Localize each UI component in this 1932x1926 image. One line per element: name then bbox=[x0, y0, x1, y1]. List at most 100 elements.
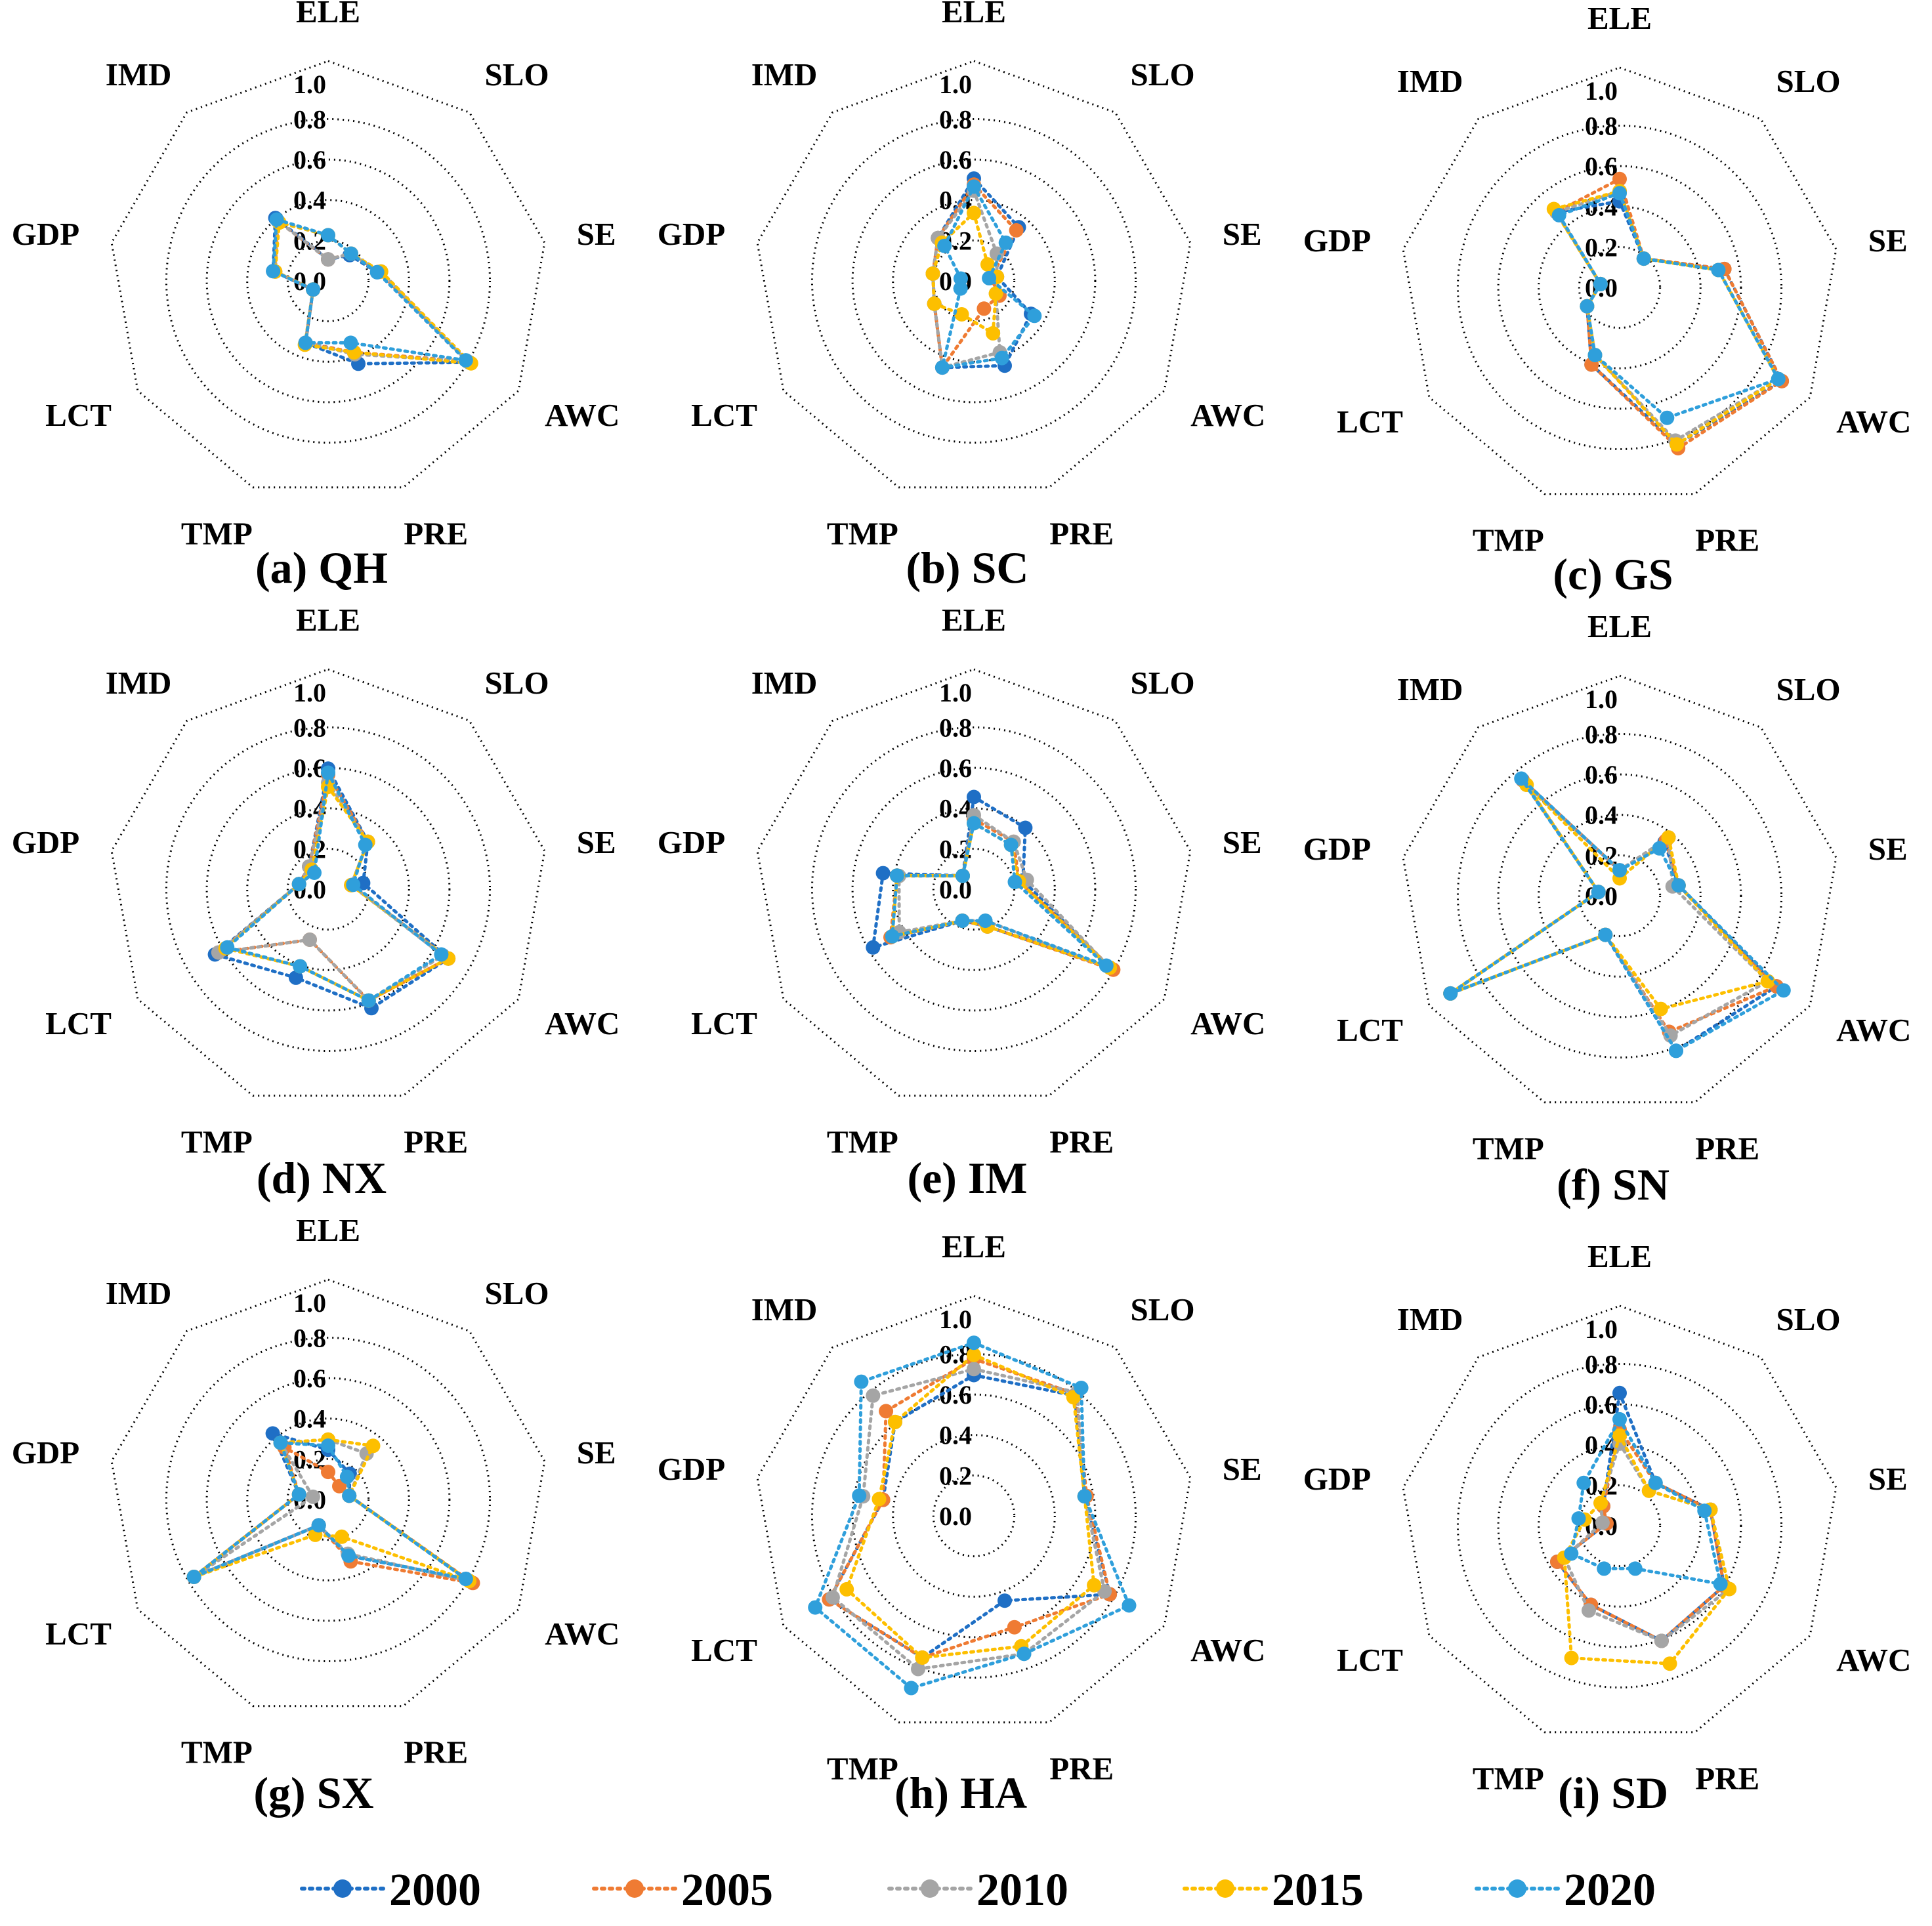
axis-label-awc: AWC bbox=[1190, 397, 1265, 433]
axis-label-lct: LCT bbox=[45, 1005, 112, 1041]
radar-panel-a-qh: 1.00.80.60.40.20.0ELESLOSEAWCPRETMPLCTGD… bbox=[12, 0, 620, 593]
data-point bbox=[1671, 878, 1686, 893]
axis-label-lct: LCT bbox=[1337, 1642, 1403, 1678]
data-point bbox=[866, 940, 881, 955]
tick-label: 0.8 bbox=[293, 104, 326, 134]
data-point bbox=[808, 1600, 823, 1615]
data-point bbox=[273, 1435, 288, 1450]
data-point bbox=[1009, 223, 1024, 238]
data-point bbox=[1007, 875, 1022, 889]
axis-label-lct: LCT bbox=[45, 1616, 112, 1652]
data-point bbox=[458, 1572, 473, 1587]
grid-ring bbox=[1497, 773, 1742, 1018]
axis-label-imd: IMD bbox=[106, 56, 172, 93]
grid-ring bbox=[246, 199, 410, 363]
data-point bbox=[1582, 1603, 1596, 1618]
panel-caption: (g) SX bbox=[253, 1768, 373, 1818]
grid-ring bbox=[892, 199, 1056, 363]
data-point bbox=[954, 271, 968, 286]
panel-caption: (f) SN bbox=[1557, 1160, 1670, 1209]
grid-ring bbox=[892, 1434, 1056, 1598]
axis-label-se: SE bbox=[1223, 1451, 1262, 1487]
data-point bbox=[956, 868, 970, 883]
series-line bbox=[1555, 1425, 1726, 1643]
axis-label-gdp: GDP bbox=[12, 824, 79, 860]
axis-label-tmp: TMP bbox=[181, 1734, 253, 1770]
data-point bbox=[967, 816, 981, 831]
data-point bbox=[982, 270, 997, 285]
data-point bbox=[288, 970, 303, 985]
axis-label-ele: ELE bbox=[296, 602, 360, 638]
tick-label: 0.8 bbox=[293, 713, 326, 742]
series-2020 bbox=[266, 212, 473, 368]
tick-label: 0.4 bbox=[939, 1421, 972, 1450]
series-line bbox=[1569, 1415, 1723, 1586]
data-point bbox=[1713, 1576, 1728, 1591]
axis-label-lct: LCT bbox=[1337, 404, 1403, 440]
tick-label: 0.4 bbox=[293, 186, 326, 215]
axis-label-pre: PRE bbox=[404, 1734, 468, 1770]
axis-label-gdp: GDP bbox=[658, 216, 725, 252]
series-2020 bbox=[934, 179, 1042, 375]
series-line bbox=[1556, 191, 1781, 420]
grid-ring bbox=[286, 1457, 370, 1541]
data-point bbox=[298, 335, 313, 350]
legend-entry-2015: 2015 bbox=[1183, 1865, 1364, 1916]
series-2015 bbox=[925, 205, 1005, 341]
data-point bbox=[967, 1335, 981, 1350]
data-point bbox=[1597, 1561, 1612, 1576]
axis-label-awc: AWC bbox=[1190, 1632, 1265, 1668]
data-point bbox=[342, 1488, 357, 1503]
data-point bbox=[889, 868, 904, 883]
data-point bbox=[339, 1469, 354, 1484]
axis-label-imd: IMD bbox=[751, 56, 818, 93]
grid-ring bbox=[1578, 854, 1662, 938]
data-point bbox=[976, 301, 992, 316]
legend-marker bbox=[625, 1879, 644, 1898]
radar-panel-f-sn: 1.00.80.60.40.20.0ELESLOSEAWCPRETMPLCTGD… bbox=[1303, 608, 1912, 1209]
data-point bbox=[361, 993, 376, 1008]
outer-frame bbox=[756, 668, 1192, 1097]
grid-ring bbox=[851, 766, 1097, 1012]
data-point bbox=[220, 940, 235, 955]
grid-ring bbox=[851, 1393, 1097, 1639]
axis-label-se: SE bbox=[1868, 831, 1908, 867]
data-point bbox=[885, 929, 900, 944]
outer-frame bbox=[1402, 66, 1838, 495]
grid-ring bbox=[810, 726, 1137, 1053]
data-point bbox=[1612, 1428, 1627, 1443]
data-point bbox=[321, 765, 335, 780]
data-point bbox=[1612, 186, 1627, 201]
tick-label: 0.6 bbox=[1585, 1390, 1618, 1419]
outer-frame bbox=[756, 60, 1192, 489]
outer-frame bbox=[1402, 1305, 1838, 1734]
tick-label: 0.2 bbox=[293, 226, 326, 255]
axis-label-ele: ELE bbox=[942, 0, 1006, 30]
outer-frame bbox=[110, 1278, 546, 1707]
panel-caption: (h) HA bbox=[894, 1768, 1027, 1818]
axis-label-tmp: TMP bbox=[827, 515, 898, 551]
data-point bbox=[998, 235, 1013, 250]
axis-label-se: SE bbox=[1868, 1461, 1908, 1497]
series-2020 bbox=[885, 816, 1114, 973]
series-line bbox=[890, 820, 1111, 969]
data-point bbox=[927, 296, 942, 311]
data-point bbox=[955, 913, 970, 929]
data-point bbox=[291, 877, 306, 892]
axis-label-imd: IMD bbox=[106, 665, 172, 701]
tick-label: 1.0 bbox=[1585, 1314, 1618, 1344]
axis-label-slo: SLO bbox=[1131, 56, 1195, 93]
data-point bbox=[911, 1662, 925, 1677]
series-2020 bbox=[1551, 186, 1786, 425]
axis-label-tmp: TMP bbox=[1473, 1760, 1544, 1796]
series-line bbox=[890, 820, 1108, 967]
axis-label-lct: LCT bbox=[691, 397, 757, 433]
data-point bbox=[879, 1404, 894, 1419]
grid-ring bbox=[1497, 165, 1742, 410]
data-point bbox=[1018, 820, 1033, 835]
axis-label-ele: ELE bbox=[1587, 608, 1652, 644]
data-point bbox=[1571, 1511, 1586, 1526]
panel-caption: (d) NX bbox=[257, 1153, 387, 1203]
radar-panel-b-sc: 1.00.80.60.40.20.0ELESLOSEAWCPRETMPLCTGD… bbox=[658, 0, 1266, 593]
outer-frame bbox=[110, 60, 546, 489]
